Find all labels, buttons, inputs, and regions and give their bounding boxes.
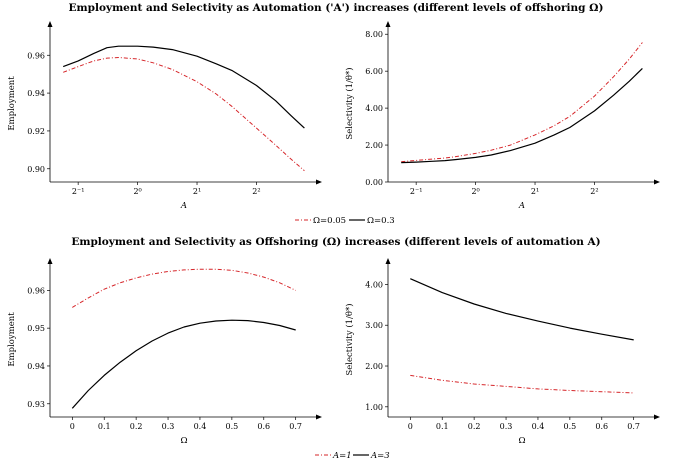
selectivity-vs-offshoring-y-tick-label: 3.00 <box>365 321 383 330</box>
selectivity-vs-automation-x-label: A <box>518 201 525 211</box>
top-title: Employment and Selectivity as Automation… <box>69 2 604 14</box>
selectivity-vs-automation-x-tick-label: 2¹ <box>531 187 539 196</box>
employment-vs-offshoring-series-1-line <box>72 268 296 308</box>
employment-vs-offshoring-x-tick-label: 0.7 <box>289 422 302 431</box>
employment-vs-automation-y-label: Employment <box>7 76 17 131</box>
employment-vs-offshoring-y-tick-label: 0.94 <box>27 362 45 371</box>
employment-vs-automation-series-1-line <box>63 57 305 172</box>
selectivity-vs-automation-y-tick-label: 8.00 <box>365 30 383 39</box>
selectivity-vs-offshoring-series-1-line <box>410 374 634 394</box>
selectivity-vs-automation-series-2-line <box>401 67 643 164</box>
selectivity-vs-offshoring-x-tick-label: 0.6 <box>595 422 608 431</box>
employment-vs-automation-x-label: A <box>180 201 187 211</box>
employment-vs-automation-y-tick-label: 0.92 <box>27 127 45 136</box>
employment-vs-offshoring-y-tick-label: 0.95 <box>27 324 45 333</box>
selectivity-vs-offshoring-x-tick-label: 0.4 <box>532 422 545 431</box>
selectivity-vs-automation-x-arrow <box>654 179 660 185</box>
employment-vs-offshoring-x-tick-label: 0.5 <box>225 422 238 431</box>
employment-vs-offshoring-x-tick-label: 0.3 <box>162 422 175 431</box>
selectivity-vs-offshoring-x-tick-label: 0.1 <box>436 422 449 431</box>
employment-vs-automation-y-arrow <box>47 21 53 27</box>
employment-vs-automation-panel: 2⁻¹ 2⁰ 2¹ 2² 0.90 0.92 0.94 0.96 A Employment <box>7 21 322 211</box>
employment-vs-offshoring-y-arrow <box>47 258 53 264</box>
top-legend-label-1: Ω=0.05 <box>313 216 346 226</box>
selectivity-vs-automation-y-tick-label: 2.00 <box>365 141 383 150</box>
employment-vs-offshoring-y-label: Employment <box>7 312 17 367</box>
employment-vs-offshoring-y-tick-label: 0.93 <box>27 400 45 409</box>
selectivity-vs-automation-x-tick-label: 2⁰ <box>471 187 479 196</box>
top-legend-label-2: Ω=0.3 <box>367 216 395 226</box>
selectivity-vs-offshoring-x-tick-label: 0.2 <box>468 422 481 431</box>
employment-vs-automation-y-tick-label: 0.90 <box>27 165 45 174</box>
selectivity-vs-offshoring-x-tick-label: 0 <box>408 422 413 431</box>
selectivity-vs-offshoring-x-tick-label: 0.3 <box>500 422 513 431</box>
selectivity-vs-offshoring-x-label: Ω <box>518 436 525 446</box>
bottom-legend-label-2: A=3 <box>370 451 390 461</box>
bottom-legend-label-1: A=1 <box>332 451 352 461</box>
employment-vs-automation-x-tick-label: 2¹ <box>193 187 201 196</box>
bottom-legend: A=1 A=3 <box>315 451 390 461</box>
selectivity-vs-offshoring-y-tick-label: 2.00 <box>365 362 383 371</box>
selectivity-vs-offshoring-y-arrow <box>385 258 391 264</box>
employment-vs-automation-x-tick-label: 2² <box>252 187 260 196</box>
selectivity-vs-automation-panel: 2⁻¹ 2⁰ 2¹ 2² 0.00 2.00 4.00 6.00 8.00 A Selectivit… <box>344 21 660 211</box>
selectivity-vs-offshoring-x-arrow <box>654 414 660 420</box>
employment-vs-automation-x-tick-label: 2⁰ <box>133 187 141 196</box>
selectivity-vs-offshoring-y-tick-label: 4.00 <box>365 280 383 289</box>
employment-vs-automation-x-arrow <box>316 179 322 185</box>
employment-vs-automation-x-tick-label: 2⁻¹ <box>72 187 85 196</box>
employment-vs-offshoring-x-label: Ω <box>180 436 187 446</box>
selectivity-vs-automation-x-tick-label: 2⁻¹ <box>410 187 423 196</box>
employment-vs-automation-series-2-line <box>62 45 305 129</box>
selectivity-vs-offshoring-series-2-line <box>410 278 634 341</box>
selectivity-vs-offshoring-x-tick-label: 0.7 <box>627 422 640 431</box>
employment-vs-offshoring-x-tick-label: 0 <box>70 422 75 431</box>
selectivity-vs-automation-y-tick-label: 0.00 <box>365 178 383 187</box>
employment-vs-offshoring-x-tick-label: 0.6 <box>257 422 270 431</box>
employment-vs-offshoring-panel: 0 0.1 0.2 0.3 0.4 0.5 0.6 0.7 0.93 0.94 0.95 0.96 Ω E… <box>7 258 322 446</box>
selectivity-vs-offshoring-y-tick-label: 1.00 <box>365 403 383 412</box>
employment-vs-offshoring-series-2-line <box>71 319 296 409</box>
selectivity-vs-automation-series-1-line <box>401 42 643 163</box>
selectivity-vs-automation-y-label: Selectivity (1/θ*) <box>344 67 355 139</box>
employment-vs-offshoring-x-tick-label: 0.1 <box>98 422 111 431</box>
selectivity-vs-automation-y-tick-label: 6.00 <box>365 67 383 76</box>
selectivity-vs-offshoring-panel: 0 0.1 0.2 0.3 0.4 0.5 0.6 0.7 1.00 2.00 3.00 4.00 Ω S… <box>344 258 660 446</box>
employment-vs-automation-y-tick-label: 0.96 <box>27 51 45 60</box>
selectivity-vs-automation-y-tick-label: 4.00 <box>365 104 383 113</box>
bottom-title: Employment and Selectivity as Offshoring… <box>71 236 600 248</box>
employment-vs-offshoring-x-tick-label: 0.2 <box>130 422 143 431</box>
selectivity-vs-offshoring-x-tick-label: 0.5 <box>563 422 576 431</box>
selectivity-vs-automation-x-tick-label: 2² <box>590 187 598 196</box>
top-legend: Ω=0.05 Ω=0.3 <box>295 216 395 226</box>
selectivity-vs-automation-y-arrow <box>385 21 391 27</box>
employment-vs-offshoring-y-tick-label: 0.96 <box>27 286 45 295</box>
selectivity-vs-offshoring-y-label: Selectivity (1/θ*) <box>344 303 355 375</box>
employment-vs-automation-y-tick-label: 0.94 <box>27 89 45 98</box>
employment-vs-offshoring-x-arrow <box>316 414 322 420</box>
employment-vs-offshoring-x-tick-label: 0.4 <box>194 422 207 431</box>
